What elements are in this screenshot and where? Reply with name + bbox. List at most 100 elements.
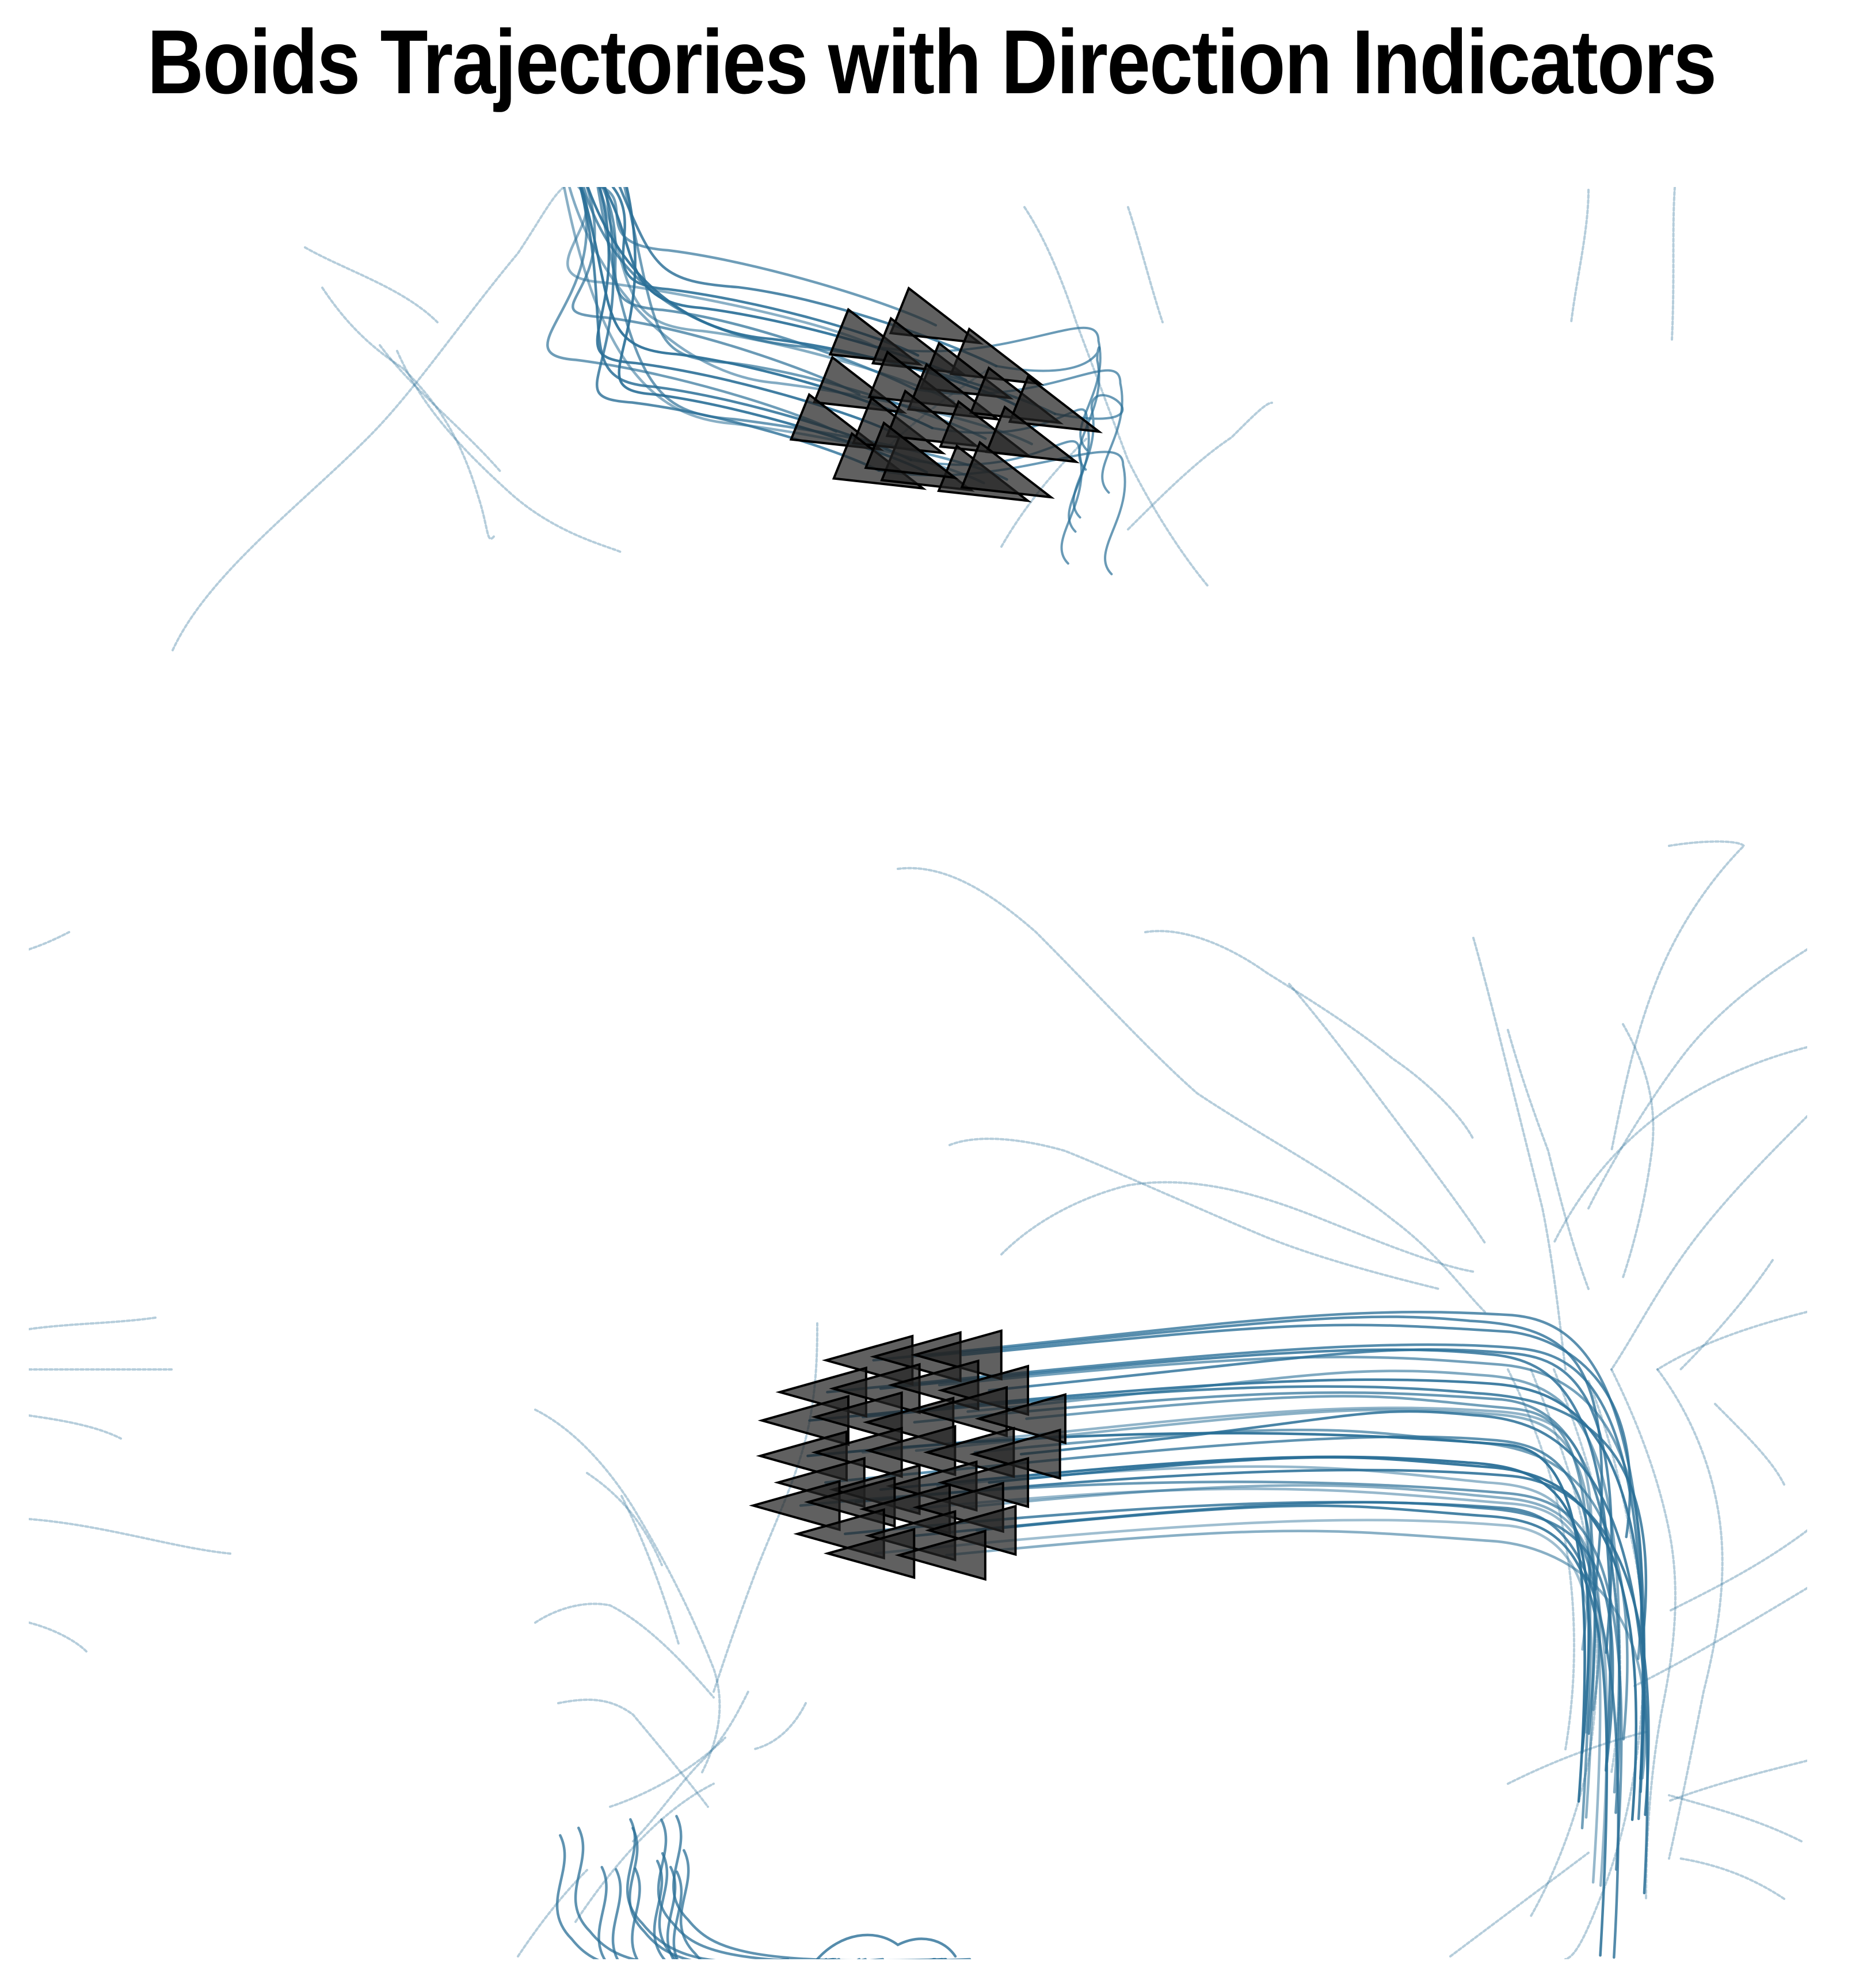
flock-b-trail-11 [966, 1369, 1621, 1794]
cluster-trail-4 [653, 1860, 935, 1959]
faint-trail-3 [379, 344, 502, 473]
faint-trail-16 [948, 1138, 1440, 1290]
faint-trail-14 [897, 867, 1486, 1313]
cluster-trail-5 [626, 1818, 790, 1959]
faint-trail-1 [172, 187, 565, 651]
faint-trail-18 [1472, 937, 1567, 1371]
faint-trail-20 [1622, 1023, 1655, 1279]
faint-trail-27 [1679, 1259, 1774, 1371]
faint-trail-49 [534, 1602, 715, 1699]
cluster-arc [816, 1933, 957, 1959]
direction-arrows [749, 286, 1103, 1581]
cluster-trail-11 [657, 1818, 971, 1959]
flock-b-trail-26 [844, 1501, 1620, 1959]
faint-trail-17 [1000, 1181, 1475, 1273]
cluster-trail-13 [666, 1865, 947, 1959]
flock-b-trail-29 [874, 1518, 1594, 1734]
faint-trajectory-trails [29, 187, 1807, 1959]
faint-trail-55 [586, 1472, 663, 1566]
chart-title: Boids Trajectories with Direction Indica… [147, 12, 1717, 113]
faint-trail-4 [304, 246, 439, 323]
flock-b-trail-7 [988, 1348, 1613, 1654]
faint-trail-56 [753, 1702, 807, 1750]
flock-b-trail-30 [945, 1529, 1647, 1780]
flock-a-loop-4 [995, 346, 1101, 471]
faint-trail-42 [29, 1317, 157, 1330]
faint-trail-2 [321, 287, 496, 540]
flock-b-trail-10 [913, 1391, 1621, 1814]
flock-b-trail-14 [861, 1406, 1593, 1651]
faint-trail-37 [1668, 1760, 1807, 1802]
faint-trail-11 [1570, 189, 1590, 323]
faint-trail-13 [29, 931, 70, 951]
faint-trail-47 [534, 1409, 721, 1773]
cluster-trail-7 [574, 1826, 837, 1959]
faint-trail-21 [1610, 840, 1746, 1152]
flock-a-trail-12 [596, 187, 900, 437]
faint-trail-9 [1023, 206, 1210, 588]
flock-a-trail-20 [596, 187, 1008, 481]
faint-trail-12 [1671, 187, 1676, 341]
recent-trajectory-trails [546, 187, 1650, 1959]
faint-trail-48 [620, 1495, 680, 1647]
faint-trail-38 [1668, 1794, 1803, 1842]
flock-a-arrow-19 [864, 421, 959, 479]
flock-b-trail-22 [799, 1480, 1623, 1871]
faint-trail-5 [396, 350, 623, 554]
flock-a-trail-6 [572, 187, 861, 396]
flock-b-arrow-30 [894, 1529, 986, 1581]
faint-trail-32 [1530, 1368, 1598, 1917]
cluster-trail-14 [672, 1870, 861, 1959]
faint-trail-41 [1679, 1857, 1785, 1900]
flock-a-arrow-2 [889, 286, 984, 345]
flock-b-trail-8 [808, 1378, 1645, 1780]
faint-trail-44 [29, 1414, 122, 1440]
faint-trail-53 [632, 1691, 749, 1842]
flock-a-trail-7 [601, 187, 916, 391]
faint-trail-19 [1507, 1029, 1590, 1290]
flock-b-trail-3 [961, 1323, 1632, 1539]
faint-trail-35 [1668, 1529, 1807, 1612]
flock-b-trail-12 [1025, 1395, 1592, 1830]
flock-a-arrow-10 [1008, 375, 1103, 433]
cluster-trail-10 [597, 1865, 867, 1959]
faint-trail-24 [1288, 983, 1486, 1244]
flock-a-arrow-15 [985, 405, 1080, 464]
flock-b-arrow-12 [974, 1392, 1066, 1445]
faint-trail-54 [574, 1783, 715, 1923]
faint-trail-29 [1610, 1368, 1677, 1900]
cluster-trail-12 [611, 1868, 840, 1959]
faint-trail-39 [1507, 1731, 1647, 1785]
flock-a-trail-4 [618, 187, 998, 368]
faint-trail-22 [1587, 948, 1807, 1209]
flock-a-trail-11 [546, 187, 838, 433]
flock-b-trail-21 [988, 1456, 1637, 1821]
flock-b-trail-18 [824, 1435, 1597, 1735]
faint-trail-25 [1610, 1115, 1807, 1371]
faint-trail-28 [1656, 1368, 1724, 1860]
flock-b-trail-4 [826, 1343, 1644, 1821]
faint-trail-51 [609, 1737, 726, 1808]
faint-trail-23 [1553, 1046, 1807, 1244]
faint-trail-45 [29, 1621, 87, 1653]
faint-trail-34 [1714, 1403, 1785, 1486]
faint-trail-8 [1127, 402, 1273, 531]
flock-b-trail-25 [963, 1484, 1601, 1711]
flock-b-trail-23 [854, 1468, 1650, 1817]
flock-b-trail-19 [879, 1455, 1590, 1754]
cluster-trail-6 [628, 1826, 885, 1959]
flock-b-trail-28 [975, 1504, 1609, 1957]
cluster-trail-1 [658, 1852, 943, 1959]
flock-a-arrow-20 [960, 440, 1055, 499]
cluster-trail-3 [679, 1849, 937, 1959]
flock-b-trail-1 [872, 1311, 1646, 1794]
faint-trail-46 [29, 1518, 231, 1555]
faint-trail-10 [1127, 206, 1164, 323]
flock-b-trail-27 [915, 1501, 1614, 1764]
faint-trail-15 [1144, 930, 1475, 1140]
flock-a-trail-16 [596, 187, 881, 472]
cluster-trail-8 [631, 1867, 828, 1959]
faint-trail-50 [557, 1699, 709, 1808]
flock-b-trail-2 [920, 1315, 1603, 1591]
